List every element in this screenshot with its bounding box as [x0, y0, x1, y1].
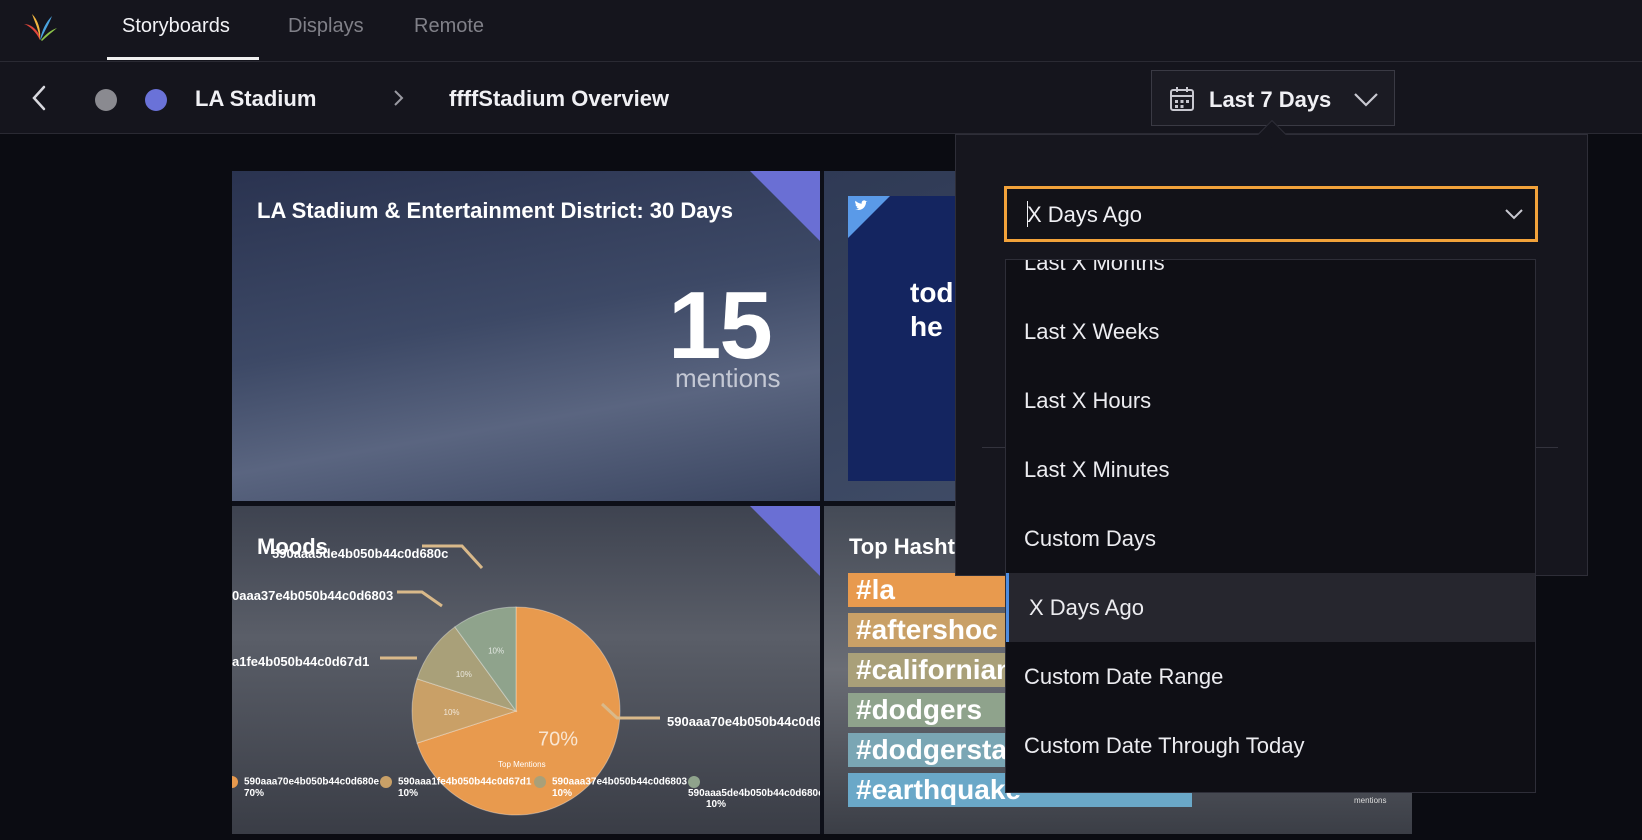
- callout-line: [397, 590, 443, 608]
- dropdown-option[interactable]: Last X Hours: [1024, 388, 1152, 413]
- dropdown-option[interactable]: Custom Date Through Today: [1024, 733, 1305, 758]
- hashtag-footer: mentions: [1354, 796, 1387, 805]
- pie-slice: [454, 606, 517, 713]
- tab-displays[interactable]: Displays: [288, 15, 364, 37]
- dropdown-option[interactable]: Last X Minutes: [1024, 457, 1170, 482]
- callout-label: 590aaa5de4b050b44c0d680c: [272, 546, 449, 561]
- range-type-value: X Days Ago: [1027, 202, 1142, 227]
- legend-item: 590aaa70e4b050b44c0d680e 70%: [232, 776, 379, 799]
- back-arrow-icon[interactable]: [28, 83, 52, 113]
- twitter-bird-icon: [855, 200, 868, 210]
- tile-corner-flag: [750, 171, 820, 241]
- mentions-count-tile[interactable]: LA Stadium & Entertainment District: 30 …: [232, 171, 820, 501]
- callout-label: a1fe4b050b44c0d67d1: [232, 654, 370, 669]
- legend-item: 590aaa1fe4b050b44c0d67d1 10%: [380, 776, 531, 799]
- mentions-count: 15: [668, 272, 773, 379]
- breadcrumb-bar: LA Stadium ffffStadium Overview Last 7 D…: [0, 62, 1642, 134]
- tile-title: LA Stadium & Entertainment District: 30 …: [257, 198, 733, 223]
- tab-remote[interactable]: Remote: [414, 15, 485, 37]
- hashtag-bar: #dodgers: [848, 693, 1008, 727]
- date-range-button[interactable]: Last 7 Days: [1151, 70, 1395, 126]
- dropdown-option[interactable]: Custom Days: [1024, 526, 1157, 551]
- breadcrumb-current: ffffStadium Overview: [449, 86, 670, 111]
- pie-slice-label: 10%: [456, 670, 472, 679]
- text-caret: [1027, 201, 1028, 227]
- range-type-select[interactable]: X Days Ago: [1004, 186, 1538, 242]
- pie-slice-label: 10%: [444, 708, 460, 717]
- status-dot-purple: [145, 89, 167, 111]
- dropdown-option[interactable]: Last X Weeks: [1024, 319, 1160, 344]
- status-dot-gray: [95, 89, 117, 111]
- chevron-right-icon: [394, 90, 404, 106]
- chevron-down-icon: [1505, 209, 1523, 220]
- tile-title: Top Hasht: [849, 534, 955, 559]
- active-tab-indicator: [107, 57, 259, 60]
- mentions-unit: mentions: [675, 363, 781, 393]
- pie-slice-label: 10%: [488, 647, 504, 656]
- callout-label: 590aaa70e4b050b44c0d6: [667, 714, 820, 729]
- pie-slice: [411, 678, 518, 744]
- pie-slice: [416, 606, 621, 816]
- hashtag-bar: #aftershoc: [848, 613, 1008, 647]
- date-range-label: Last 7 Days: [1209, 87, 1332, 112]
- pie-slice-label: 70%: [538, 729, 578, 751]
- dropdown-option[interactable]: Last X Months: [1024, 259, 1165, 275]
- chevron-down-icon: [1354, 93, 1378, 107]
- dropdown-option-selected[interactable]: X Days Ago: [1006, 573, 1535, 642]
- pie-axis-label: Top Mentions: [498, 760, 546, 769]
- legend-item: 590aaa37e4b050b44c0d6803 10%: [534, 776, 687, 799]
- callout-line: [600, 702, 660, 720]
- moods-tile[interactable]: 70% 10% 10% 10% Moods 590aaa5de4b050b44c0d6…: [232, 506, 820, 834]
- range-type-dropdown: Last X Months Last X Weeks Last X Hours …: [1005, 259, 1536, 793]
- hashtag-bar: #la: [848, 573, 1008, 607]
- app-logo[interactable]: [22, 12, 58, 42]
- hashtag-bar: #dodgersta: [848, 733, 1008, 767]
- tab-storyboards[interactable]: Storyboards: [122, 15, 230, 37]
- legend-item: 590aaa5de4b050b44c0d680c 10%: [688, 776, 820, 810]
- callout-line: [422, 544, 484, 570]
- calendar-icon: [1170, 87, 1194, 111]
- top-nav: Storyboards Displays Remote: [0, 0, 1642, 62]
- callout-label: 0aaa37e4b050b44c0d6803: [232, 588, 394, 603]
- dropdown-option[interactable]: Custom Date Range: [1024, 664, 1224, 689]
- hashtag-bar: #californian: [848, 653, 1008, 687]
- tile-title: Moods: [257, 534, 328, 559]
- moods-pie-chart: 70% 10% 10% 10%: [380, 544, 660, 816]
- breadcrumb-parent[interactable]: LA Stadium: [195, 86, 317, 111]
- pie-slice: [416, 626, 518, 712]
- tweet-text: tod he: [910, 277, 954, 342]
